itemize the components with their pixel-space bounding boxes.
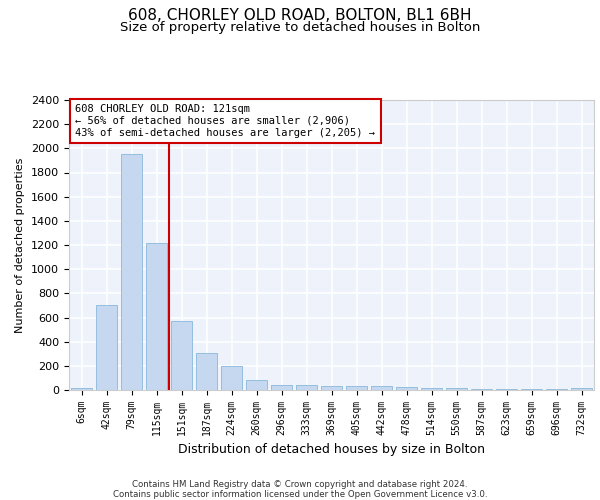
Bar	[96, 306, 117, 390]
Bar	[296, 386, 317, 390]
Bar	[146, 242, 167, 390]
Bar	[421, 388, 442, 390]
Bar	[571, 388, 592, 390]
Text: Contains HM Land Registry data © Crown copyright and database right 2024.
Contai: Contains HM Land Registry data © Crown c…	[113, 480, 487, 499]
Bar	[246, 380, 267, 390]
Bar	[396, 388, 417, 390]
Bar	[446, 388, 467, 390]
Text: 608, CHORLEY OLD ROAD, BOLTON, BL1 6BH: 608, CHORLEY OLD ROAD, BOLTON, BL1 6BH	[128, 8, 472, 22]
Bar	[346, 386, 367, 390]
Bar	[71, 388, 92, 390]
Bar	[171, 320, 192, 390]
Y-axis label: Number of detached properties: Number of detached properties	[16, 158, 25, 332]
Bar	[271, 384, 292, 390]
Bar	[196, 353, 217, 390]
Bar	[321, 386, 342, 390]
Bar	[521, 389, 542, 390]
Bar	[121, 154, 142, 390]
Bar	[371, 386, 392, 390]
Bar	[496, 389, 517, 390]
X-axis label: Distribution of detached houses by size in Bolton: Distribution of detached houses by size …	[178, 444, 485, 456]
Bar	[471, 388, 492, 390]
Bar	[221, 366, 242, 390]
Text: 608 CHORLEY OLD ROAD: 121sqm
← 56% of detached houses are smaller (2,906)
43% of: 608 CHORLEY OLD ROAD: 121sqm ← 56% of de…	[76, 104, 376, 138]
Text: Size of property relative to detached houses in Bolton: Size of property relative to detached ho…	[120, 21, 480, 34]
